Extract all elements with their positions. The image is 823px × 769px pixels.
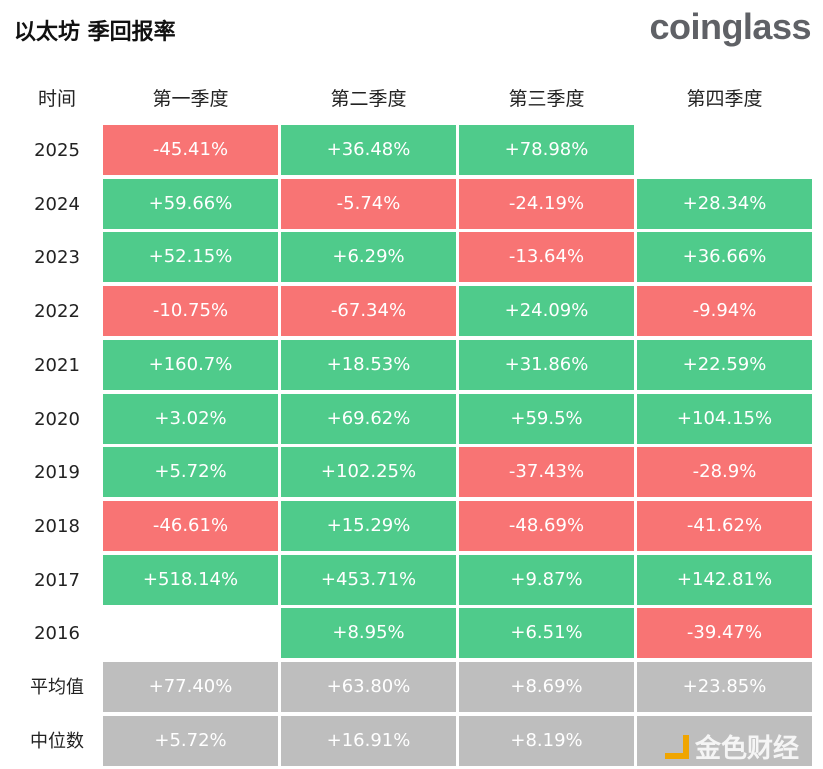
table-cell: +78.98% (459, 125, 634, 175)
row-label: 2022 (34, 301, 80, 323)
table-cell: +3.02% (103, 393, 278, 444)
table-cell: +102.25% (281, 447, 456, 498)
table-cell: +6.29% (281, 232, 456, 283)
table-cell: +8.19% (459, 715, 634, 766)
table-cell: -41.62% (637, 500, 812, 551)
table-cell: -67.34% (281, 286, 456, 337)
row-label: 2023 (34, 247, 80, 269)
table-cell: -5.74% (281, 178, 456, 229)
row-label: 2024 (34, 193, 80, 215)
table-cell: -24.19% (459, 178, 634, 229)
jinse-logo-icon (665, 735, 689, 759)
table-cell: +6.51% (459, 608, 634, 659)
table-cell: +31.86% (459, 339, 634, 390)
table-cell: -45.41% (103, 125, 278, 175)
coinglass-logo: coinglass (649, 6, 811, 47)
table-cell: +518.14% (103, 554, 278, 605)
table-cell: +24.09% (459, 286, 634, 337)
table-cell: -10.75% (103, 286, 278, 337)
row-label: 2019 (34, 462, 80, 484)
table-cell: -13.64% (459, 232, 634, 283)
table-cell: +104.15% (637, 393, 812, 444)
row-label: 2020 (34, 408, 80, 430)
table-cell: +8.95% (281, 608, 456, 659)
table-cell: -28.9% (637, 447, 812, 498)
row-label: 2021 (34, 354, 80, 376)
row-label: 2017 (34, 569, 80, 591)
table-cell: +36.48% (281, 125, 456, 175)
table-cell: +15.29% (281, 500, 456, 551)
watermark-text: 金色财经 (695, 734, 800, 764)
table-cell: -37.43% (459, 447, 634, 498)
table-cell: +18.53% (281, 339, 456, 390)
row-label: 中位数 (30, 730, 84, 752)
table-cell: +59.66% (103, 178, 278, 229)
table-cell: -48.69% (459, 500, 634, 551)
page-title: 以太坊 季回报率 (14, 20, 176, 45)
row-label: 2016 (34, 623, 80, 645)
table-cell: +59.5% (459, 393, 634, 444)
table-cell: +28.34% (637, 178, 812, 229)
table-cell: +63.80% (281, 662, 456, 712)
table-cell: +36.66% (637, 232, 812, 283)
watermark: 金色财经 (665, 728, 799, 765)
table-cell: +160.7% (103, 339, 278, 390)
table-cell: +8.69% (459, 662, 634, 712)
table-cell: -46.61% (103, 500, 278, 551)
table-cell: +52.15% (103, 232, 278, 283)
table-cell: +16.91% (281, 715, 456, 766)
row-label: 平均值 (30, 677, 84, 698)
column-header: 第四季度 (686, 88, 763, 110)
table-cell: -39.47% (637, 608, 812, 659)
row-label: 2025 (34, 140, 80, 161)
table-cell: -9.94% (637, 286, 812, 337)
table-cell: +9.87% (459, 554, 634, 605)
column-header-time: 时间 (37, 88, 76, 110)
column-header: 第三季度 (508, 88, 585, 110)
row-label: 2018 (34, 515, 80, 537)
table-cell: +22.59% (637, 339, 812, 390)
table-cell: +142.81% (637, 554, 812, 605)
table-cell: +69.62% (281, 393, 456, 444)
table-cell: +5.72% (103, 715, 278, 766)
table-cell: +453.71% (281, 554, 456, 605)
table-cell: +77.40% (103, 662, 278, 712)
column-header: 第一季度 (152, 88, 229, 110)
table-cell: +23.85% (637, 662, 812, 712)
table-cell: +5.72% (103, 447, 278, 498)
column-header: 第二季度 (330, 88, 407, 110)
